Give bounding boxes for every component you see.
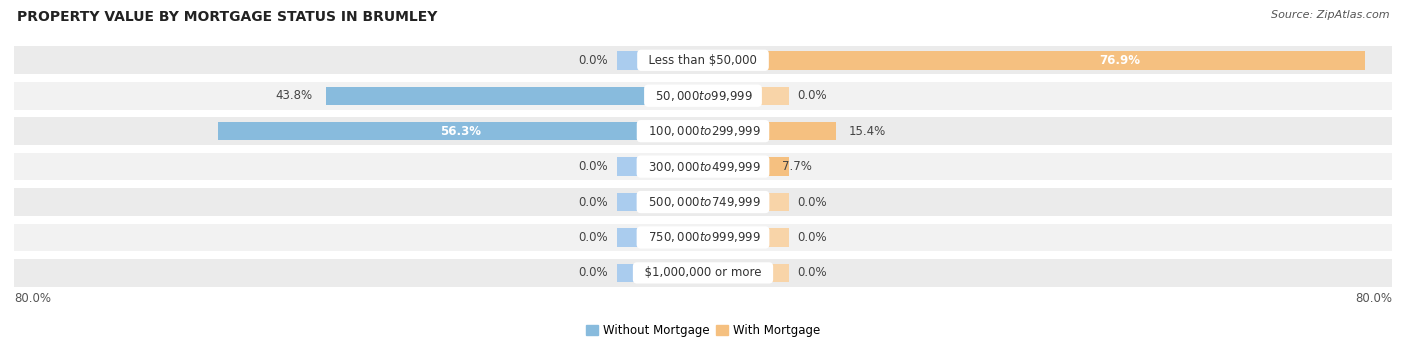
Bar [14,188,1392,216]
Text: PROPERTY VALUE BY MORTGAGE STATUS IN BRUMLEY: PROPERTY VALUE BY MORTGAGE STATUS IN BRU… [17,10,437,24]
Bar [703,51,1365,69]
Text: 76.9%: 76.9% [1099,54,1140,67]
Text: 56.3%: 56.3% [440,125,481,138]
Text: 43.8%: 43.8% [276,89,314,102]
Text: Source: ZipAtlas.com: Source: ZipAtlas.com [1271,10,1389,20]
Bar [617,193,703,211]
Text: 0.0%: 0.0% [579,160,609,173]
Bar [703,228,789,247]
Bar [14,117,1392,145]
Text: $500,000 to $749,999: $500,000 to $749,999 [641,195,765,209]
Bar [617,264,703,282]
Text: 0.0%: 0.0% [797,195,827,208]
Bar [14,153,1392,181]
Text: 0.0%: 0.0% [797,267,827,279]
Bar [326,86,703,105]
Bar [617,157,703,176]
Text: $1,000,000 or more: $1,000,000 or more [637,267,769,279]
Bar [703,122,835,140]
Text: 80.0%: 80.0% [14,292,51,305]
Text: 80.0%: 80.0% [1355,292,1392,305]
Bar [14,224,1392,251]
Text: $750,000 to $999,999: $750,000 to $999,999 [641,231,765,244]
Bar [703,264,789,282]
Text: 0.0%: 0.0% [579,267,609,279]
Bar [617,51,703,69]
Text: $100,000 to $299,999: $100,000 to $299,999 [641,124,765,138]
Text: 0.0%: 0.0% [797,231,827,244]
Bar [703,193,789,211]
Text: 0.0%: 0.0% [579,195,609,208]
Bar [14,82,1392,109]
Bar [703,157,789,176]
Bar [617,228,703,247]
Bar [218,122,703,140]
Bar [14,259,1392,287]
Text: $300,000 to $499,999: $300,000 to $499,999 [641,159,765,174]
Text: 0.0%: 0.0% [579,54,609,67]
Bar [14,47,1392,74]
Legend: Without Mortgage, With Mortgage: Without Mortgage, With Mortgage [581,319,825,340]
Text: 15.4%: 15.4% [849,125,886,138]
Text: $50,000 to $99,999: $50,000 to $99,999 [648,89,758,103]
Text: Less than $50,000: Less than $50,000 [641,54,765,67]
Text: 0.0%: 0.0% [797,89,827,102]
Bar [703,86,789,105]
Text: 7.7%: 7.7% [782,160,813,173]
Text: 0.0%: 0.0% [579,231,609,244]
